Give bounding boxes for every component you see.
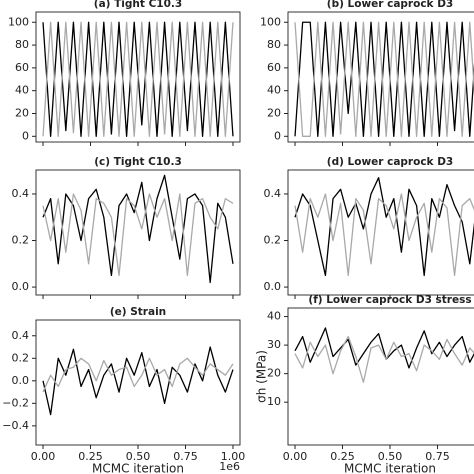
y-tick-label: 0 bbox=[274, 129, 281, 142]
plot-area bbox=[42, 21, 234, 137]
y-tick-label: −0.2 bbox=[2, 396, 29, 409]
y-tick-label: 20 bbox=[15, 106, 29, 119]
y-tick-label: 20 bbox=[267, 367, 281, 380]
panel: (d) Lower caprock D3 0.0 0.2 0.4 bbox=[264, 156, 474, 299]
axes-frame bbox=[35, 319, 241, 446]
x-tick-label: 0.25 bbox=[78, 450, 103, 463]
x-tick-label: 0.00 bbox=[31, 450, 56, 463]
x-tick-label: 0.50 bbox=[126, 450, 151, 463]
x-axis-label: MCMC iteration bbox=[92, 462, 184, 474]
y-tick-label: 60 bbox=[15, 61, 29, 74]
plot-area bbox=[294, 177, 474, 277]
y-tick-label: 0.4 bbox=[264, 187, 282, 200]
y-tick-label: 0.0 bbox=[12, 280, 30, 293]
x-tick-label: 1.00 bbox=[221, 450, 246, 463]
panel-title: (c) Tight C10.3 bbox=[94, 156, 182, 168]
y-tick-label: 0.2 bbox=[12, 234, 30, 247]
y-tick-label: 20 bbox=[267, 106, 281, 119]
panel: (a) Tight C10.3 0 20 40 60 80 100 bbox=[8, 0, 241, 146]
trace-line bbox=[42, 357, 234, 393]
plot-area bbox=[42, 174, 234, 284]
trace-line bbox=[294, 327, 474, 369]
y-tick-label: 0.2 bbox=[12, 351, 30, 364]
trace-line bbox=[42, 21, 234, 137]
x-tick-label: 0.75 bbox=[425, 450, 450, 463]
x-tick-label: 0.00 bbox=[283, 450, 308, 463]
x-tick-label: 0.25 bbox=[330, 450, 355, 463]
trace-line bbox=[294, 335, 474, 383]
x-tick-label: 0.75 bbox=[173, 450, 198, 463]
y-tick-label: 30 bbox=[267, 338, 281, 351]
plot-area bbox=[42, 346, 234, 416]
y-tick-label: 0.4 bbox=[12, 329, 30, 342]
y-tick-label: 0.2 bbox=[264, 234, 282, 247]
y-tick-label: 40 bbox=[15, 84, 29, 97]
y-tick-label: 0.0 bbox=[12, 374, 30, 387]
y-tick-label: 0.4 bbox=[12, 187, 30, 200]
trace-line bbox=[294, 177, 474, 277]
y-tick-label: 60 bbox=[267, 61, 281, 74]
y-axis-label: σh (MPa) bbox=[255, 350, 269, 403]
panel-title: (e) Strain bbox=[110, 306, 166, 318]
x-axis-label: MCMC iteration bbox=[344, 462, 436, 474]
axes-frame bbox=[287, 307, 474, 446]
x-offset-label: 1e6 bbox=[219, 460, 240, 473]
trace-line bbox=[294, 193, 474, 277]
y-tick-label: 80 bbox=[267, 38, 281, 51]
trace-line bbox=[294, 21, 474, 137]
panel: (c) Tight C10.3 0.0 0.2 0.4 bbox=[12, 156, 241, 299]
y-tick-label: 100 bbox=[8, 15, 29, 28]
plot-area bbox=[294, 327, 474, 383]
panel-title: (d) Lower caprock D3 bbox=[327, 156, 453, 168]
y-tick-label: −0.4 bbox=[2, 419, 29, 432]
y-tick-label: 0 bbox=[22, 129, 29, 142]
panel: (f) Lower caprock D3 stress 10 20 30 40 0.00 0… bbox=[255, 294, 474, 474]
panel: (b) Lower caprock D3 0 20 40 60 80 100 bbox=[260, 0, 474, 146]
y-tick-label: 80 bbox=[15, 38, 29, 51]
y-tick-label: 40 bbox=[267, 84, 281, 97]
panel-title: (b) Lower caprock D3 bbox=[327, 0, 453, 10]
panel: (e) Strain −0.4 −0.2 0.0 0.2 0.4 0.00 0.25 0.50 0… bbox=[2, 306, 245, 474]
y-tick-label: 0.0 bbox=[264, 280, 282, 293]
panel-title: (a) Tight C10.3 bbox=[94, 0, 182, 10]
trace-line bbox=[42, 174, 234, 284]
y-tick-label: 10 bbox=[267, 395, 281, 408]
panel-title: (f) Lower caprock D3 stress bbox=[308, 294, 471, 306]
trace-line bbox=[42, 193, 234, 277]
y-tick-label: 40 bbox=[267, 310, 281, 323]
plot-area bbox=[294, 21, 474, 137]
y-tick-label: 100 bbox=[260, 15, 281, 28]
trace-line bbox=[42, 346, 234, 416]
x-tick-label: 0.50 bbox=[378, 450, 403, 463]
